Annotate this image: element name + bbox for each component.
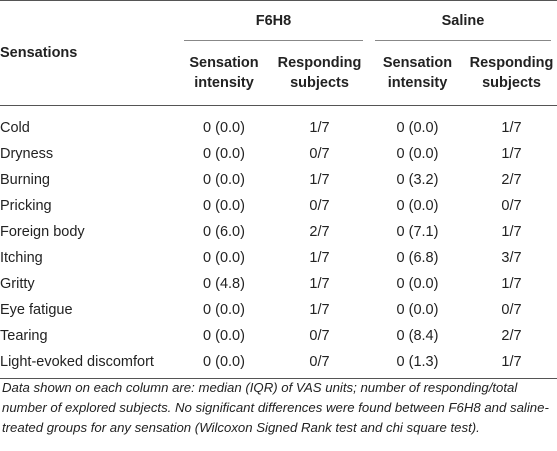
row-sensation: Dryness bbox=[0, 146, 54, 162]
header-f6h8-responding-line1: Responding bbox=[277, 55, 362, 71]
header-f6h8-responding-line2: subjects bbox=[290, 75, 349, 91]
row-saline-intensity: 0 (1.3) bbox=[396, 354, 439, 370]
header-sensations: Sensations bbox=[0, 45, 78, 61]
row-f6h8-responding: 0/7 bbox=[309, 198, 330, 214]
row-f6h8-responding: 0/7 bbox=[309, 354, 330, 370]
row-f6h8-responding: 1/7 bbox=[309, 172, 330, 188]
row-sensation: Eye fatigue bbox=[0, 302, 73, 318]
row-sensation: Tearing bbox=[0, 328, 48, 344]
row-f6h8-responding: 1/7 bbox=[309, 120, 330, 136]
row-sensation: Foreign body bbox=[0, 224, 85, 240]
table-row: Light-evoked discomfort 0 (0.0) 0/7 0 (1… bbox=[0, 349, 557, 379]
row-sensation: Burning bbox=[0, 172, 50, 188]
table-footnote: Data shown on each column are: median (I… bbox=[2, 380, 549, 435]
row-f6h8-responding: 2/7 bbox=[309, 224, 330, 240]
table-row: Itching 0 (0.0) 1/7 0 (6.8) 3/7 bbox=[0, 245, 557, 271]
sensations-table: Sensations F6H8 Saline Sensation intensi… bbox=[0, 0, 557, 379]
row-f6h8-intensity: 0 (0.0) bbox=[203, 120, 245, 136]
header-f6h8-intensity-line1: Sensation bbox=[189, 55, 259, 71]
row-saline-intensity: 0 (0.0) bbox=[396, 276, 439, 292]
row-saline-responding: 1/7 bbox=[501, 276, 522, 292]
row-saline-responding: 0/7 bbox=[501, 302, 522, 318]
header-saline-responding: Responding subjects bbox=[466, 41, 557, 106]
header-group-row: Sensations F6H8 Saline bbox=[0, 0, 557, 61]
table-spacer bbox=[0, 106, 557, 116]
row-sensation: Cold bbox=[0, 120, 30, 136]
row-saline-responding: 3/7 bbox=[501, 250, 522, 266]
row-saline-responding: 0/7 bbox=[501, 198, 522, 214]
row-sensation: Itching bbox=[0, 250, 43, 266]
row-f6h8-responding: 1/7 bbox=[309, 250, 330, 266]
row-saline-intensity: 0 (0.0) bbox=[396, 146, 439, 162]
row-saline-intensity: 0 (0.0) bbox=[396, 198, 439, 214]
header-saline-intensity-line1: Sensation bbox=[382, 55, 453, 71]
table-row: Burning 0 (0.0) 1/7 0 (3.2) 2/7 bbox=[0, 167, 557, 193]
table-row: Eye fatigue 0 (0.0) 1/7 0 (0.0) 0/7 bbox=[0, 297, 557, 323]
row-f6h8-responding: 1/7 bbox=[309, 276, 330, 292]
row-saline-intensity: 0 (0.0) bbox=[396, 120, 439, 136]
table-row: Pricking 0 (0.0) 0/7 0 (0.0) 0/7 bbox=[0, 193, 557, 219]
row-saline-responding: 2/7 bbox=[501, 328, 522, 344]
row-f6h8-intensity: 0 (6.0) bbox=[203, 224, 245, 240]
row-f6h8-intensity: 0 (0.0) bbox=[203, 250, 245, 266]
row-saline-intensity: 0 (7.1) bbox=[396, 224, 439, 240]
row-f6h8-responding: 0/7 bbox=[309, 146, 330, 162]
row-sensation: Pricking bbox=[0, 198, 52, 214]
row-saline-intensity: 0 (0.0) bbox=[396, 302, 439, 318]
row-saline-responding: 1/7 bbox=[501, 354, 522, 370]
row-f6h8-intensity: 0 (0.0) bbox=[203, 198, 245, 214]
header-f6h8-responding: Responding subjects bbox=[270, 41, 369, 106]
header-saline-intensity-line2: intensity bbox=[387, 75, 448, 91]
row-f6h8-intensity: 0 (0.0) bbox=[203, 172, 245, 188]
row-f6h8-responding: 0/7 bbox=[309, 328, 330, 344]
row-f6h8-responding: 1/7 bbox=[309, 302, 330, 318]
row-saline-responding: 1/7 bbox=[501, 224, 522, 240]
row-saline-intensity: 0 (8.4) bbox=[396, 328, 439, 344]
row-saline-intensity: 0 (3.2) bbox=[396, 172, 439, 188]
row-sensation: Light-evoked discomfort bbox=[0, 354, 154, 370]
table-row: Tearing 0 (0.0) 0/7 0 (8.4) 2/7 bbox=[0, 323, 557, 349]
header-f6h8-intensity-line2: intensity bbox=[194, 75, 254, 91]
header-f6h8-intensity: Sensation intensity bbox=[178, 41, 270, 106]
row-saline-intensity: 0 (6.8) bbox=[396, 250, 439, 266]
row-sensation: Gritty bbox=[0, 276, 35, 292]
header-group-f6h8: F6H8 bbox=[178, 1, 369, 42]
header-saline-responding-line1: Responding bbox=[469, 55, 554, 71]
table-row: Dryness 0 (0.0) 0/7 0 (0.0) 1/7 bbox=[0, 141, 557, 167]
header-group-saline: Saline bbox=[369, 1, 557, 42]
header-saline-responding-line2: subjects bbox=[482, 75, 541, 91]
header-saline-intensity: Sensation intensity bbox=[369, 41, 466, 106]
row-saline-responding: 1/7 bbox=[501, 146, 522, 162]
row-f6h8-intensity: 0 (0.0) bbox=[203, 354, 245, 370]
row-saline-responding: 1/7 bbox=[501, 120, 522, 136]
row-f6h8-intensity: 0 (0.0) bbox=[203, 146, 245, 162]
table-row: Cold 0 (0.0) 1/7 0 (0.0) 1/7 bbox=[0, 115, 557, 141]
table-row: Gritty 0 (4.8) 1/7 0 (0.0) 1/7 bbox=[0, 271, 557, 297]
row-f6h8-intensity: 0 (0.0) bbox=[203, 328, 245, 344]
row-f6h8-intensity: 0 (0.0) bbox=[203, 302, 245, 318]
row-f6h8-intensity: 0 (4.8) bbox=[203, 276, 245, 292]
header-sub-row: Sensation intensity Responding subjects … bbox=[0, 41, 557, 106]
table-row: Foreign body 0 (6.0) 2/7 0 (7.1) 1/7 bbox=[0, 219, 557, 245]
row-saline-responding: 2/7 bbox=[501, 172, 522, 188]
